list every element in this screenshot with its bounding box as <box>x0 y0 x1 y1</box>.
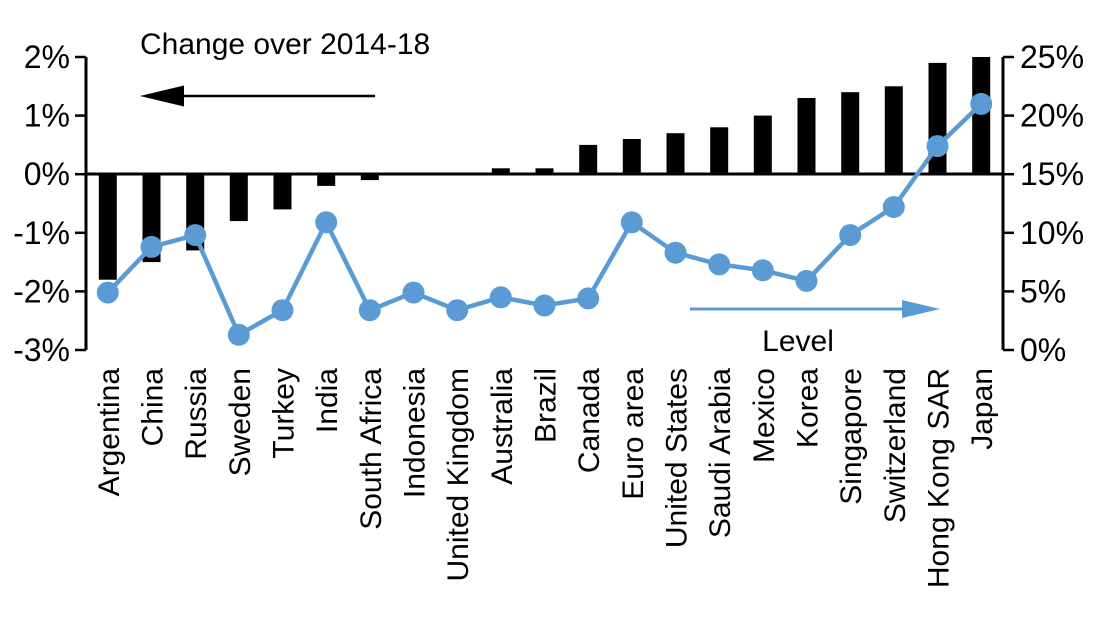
right-axis-tick-label: 5% <box>1020 273 1066 309</box>
level-marker-sweden <box>227 323 250 346</box>
x-axis-label-australia: Australia <box>486 368 519 485</box>
category-labels-layer: Argentina China Russia Sweden Turkey India Sou… <box>93 368 999 588</box>
x-axis-label-south-africa: South Africa <box>355 368 388 530</box>
bar-australia <box>491 168 510 175</box>
x-axis-label-canada: Canada <box>573 368 606 473</box>
bar-switzerland <box>884 86 903 175</box>
x-axis-label-argentina: Argentina <box>93 368 126 497</box>
level-marker-brazil <box>533 294 556 317</box>
bar-argentina <box>98 174 117 280</box>
right-axis-tick-label: 15% <box>1020 156 1084 192</box>
bar-india <box>317 174 336 186</box>
bar-united-states <box>666 133 685 175</box>
bar-sweden <box>229 174 248 222</box>
x-axis-label-indonesia: Indonesia <box>399 368 432 498</box>
left-axis-tick-label: -1% <box>13 215 70 251</box>
left-arrow-icon <box>140 85 375 107</box>
x-axis-label-united-states: United States <box>661 368 694 548</box>
level-marker-china <box>140 235 163 258</box>
right-axis-tick-label: 0% <box>1020 332 1066 368</box>
level-marker-hong-kong-sar <box>926 135 949 158</box>
level-marker-euro-area <box>620 211 643 234</box>
left-axis-tick-label: -2% <box>13 273 70 309</box>
x-axis-label-mexico: Mexico <box>748 368 781 463</box>
level-marker-korea <box>795 269 818 292</box>
left-axis-tick-label: 1% <box>24 98 70 134</box>
x-axis-label-turkey: Turkey <box>268 368 301 459</box>
bar-south-africa <box>360 174 379 181</box>
level-marker-mexico <box>751 259 774 282</box>
left-axis-tick-label: 0% <box>24 156 70 192</box>
bar-mexico <box>753 115 772 175</box>
left-axis-tick-label: 2% <box>24 39 70 75</box>
level-marker-switzerland <box>882 196 905 218</box>
level-marker-argentina <box>96 281 119 304</box>
x-axis-label-united-kingdom: United Kingdom <box>442 368 475 581</box>
level-marker-japan <box>970 92 993 115</box>
x-axis-label-russia: Russia <box>180 368 213 460</box>
x-axis-label-japan: Japan <box>966 368 999 450</box>
level-marker-india <box>315 211 338 234</box>
bar-korea <box>797 98 816 175</box>
right-axis-tick-label: 25% <box>1020 39 1084 75</box>
bar-turkey <box>273 174 292 210</box>
right-axis-tick-label: 20% <box>1020 98 1084 134</box>
bar-japan <box>972 57 991 175</box>
left-axis-tick-label: -3% <box>13 332 70 368</box>
level-marker-united-states <box>664 241 687 264</box>
bar-euro-area <box>622 139 641 175</box>
level-marker-australia <box>489 286 512 309</box>
level-marker-saudi-arabia <box>708 253 731 276</box>
level-marker-turkey <box>271 299 294 322</box>
x-axis-label-euro-area: Euro area <box>617 368 650 500</box>
level-marker-south-africa <box>358 299 381 322</box>
x-axis-label-korea: Korea <box>792 368 825 448</box>
x-axis-label-china: China <box>137 368 170 447</box>
x-axis-label-brazil: Brazil <box>530 368 563 443</box>
right-arrow-icon <box>690 300 940 318</box>
bar-canada <box>579 144 598 175</box>
x-axis-label-india: India <box>311 368 344 433</box>
right-axis-tick-label: 10% <box>1020 215 1084 251</box>
level-marker-united-kingdom <box>446 299 469 322</box>
level-marker-singapore <box>839 224 862 247</box>
x-axis-label-switzerland: Switzerland <box>879 368 912 523</box>
bar-brazil <box>535 168 554 175</box>
bars-layer <box>98 57 991 280</box>
line-series-annotation: Level <box>762 325 834 358</box>
x-axis-label-singapore: Singapore <box>835 368 868 505</box>
axis-ticks-layer: 2% 1% 0% -1% -2% -3% 25% 20% 15% 10% 5% 0% <box>13 39 1084 368</box>
bar-series-annotation: Change over 2014-18 <box>140 28 430 61</box>
x-axis-label-hong-kong-sar: Hong Kong SAR <box>923 368 956 588</box>
level-marker-canada <box>577 287 600 310</box>
x-axis-label-sweden: Sweden <box>224 368 257 476</box>
x-axis-label-saudi-arabia: Saudi Arabia <box>704 368 737 538</box>
bar-saudi-arabia <box>710 127 729 175</box>
level-marker-russia <box>184 224 207 247</box>
line-series-layer <box>96 92 993 346</box>
level-marker-indonesia <box>402 281 425 304</box>
bar-singapore <box>841 92 860 175</box>
